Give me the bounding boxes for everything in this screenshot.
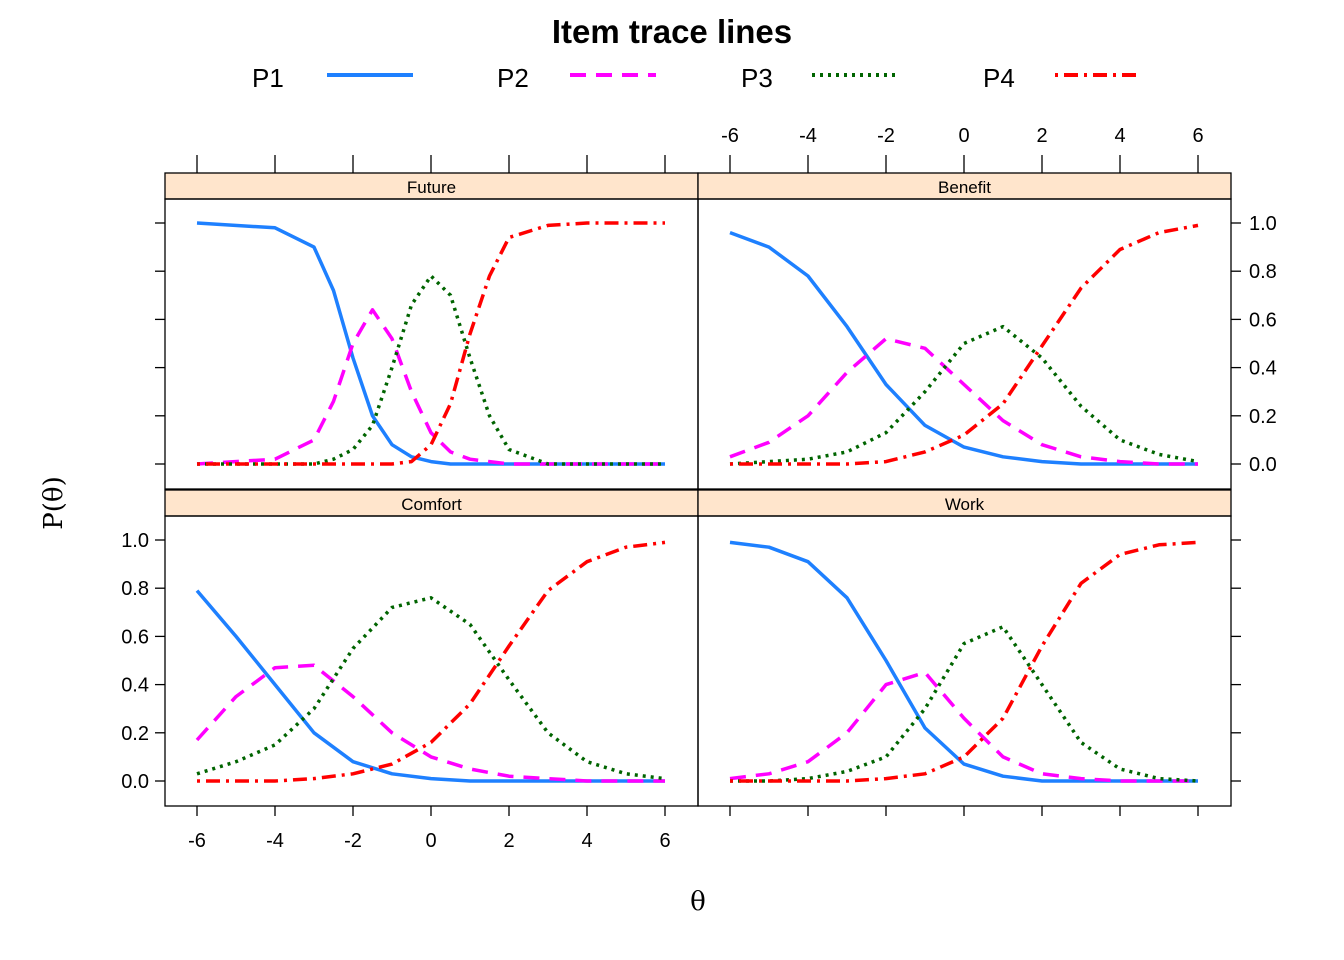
series-line-p4	[197, 540, 666, 783]
y-tick-label: 0.8	[1249, 261, 1277, 283]
panel-strip-label: Comfort	[401, 495, 462, 514]
x-tick-label: -2	[877, 125, 895, 147]
series-line-p3	[196, 596, 666, 781]
series-line-p1	[195, 589, 665, 783]
x-tick-label: 0	[958, 125, 969, 147]
x-tick-label: -4	[799, 125, 817, 147]
chart-title: Item trace lines	[552, 13, 792, 50]
series-line-p3	[197, 274, 665, 466]
y-tick-label: 0.4	[121, 675, 149, 697]
x-tick-label: 0	[425, 830, 436, 852]
series-line-p2	[196, 308, 665, 466]
series-line-p2	[729, 670, 1198, 783]
panel-strip	[697, 172, 1232, 200]
panel-plot-frame	[697, 198, 1232, 490]
series-line-p3	[729, 324, 1199, 466]
series-line-p4	[197, 221, 665, 466]
y-tick-label: 1.0	[121, 530, 149, 552]
series-line-p4	[730, 540, 1199, 783]
series-line-p1	[196, 221, 665, 466]
series-line-p4	[730, 223, 1199, 466]
y-axis-title: P(θ)	[39, 476, 69, 529]
x-tick-label: 2	[503, 830, 514, 852]
panel-benefit: Benefit	[697, 172, 1232, 490]
panel-comfort: Comfort	[164, 489, 699, 807]
legend-label-p4: P4	[983, 63, 1015, 93]
axes: -6 -4 -2 0 2 4 6 -6 -4 -2 0 2 4 6 0.0 0.2 0.4 0.6 0.8 1.0 0.…	[121, 125, 1277, 852]
x-tick-label: 6	[659, 830, 670, 852]
panel-work: Work	[697, 489, 1232, 807]
x-axis-title: θ	[690, 887, 706, 917]
series-line-p1	[729, 230, 1198, 466]
x-tick-label: -6	[188, 830, 206, 852]
y-tick-label: 0.6	[1249, 309, 1277, 331]
x-tick-label: -2	[344, 830, 362, 852]
panel-strip-label: Work	[945, 495, 985, 514]
panel-future: Future	[164, 172, 699, 490]
x-tick-label: -4	[266, 830, 284, 852]
y-tick-label: 0.0	[1249, 454, 1277, 476]
y-tick-label: 0.0	[121, 771, 149, 793]
y-tick-label: 1.0	[1249, 213, 1277, 235]
panels-area: Future Benefit Comfort Work	[164, 172, 1232, 807]
panel-strip-label: Benefit	[938, 178, 991, 197]
y-tick-label: 0.6	[121, 626, 149, 648]
series-line-p2	[195, 663, 665, 783]
panel-plot-frame	[164, 198, 699, 490]
y-tick-label: 0.2	[1249, 406, 1277, 428]
series-line-p2	[729, 336, 1198, 466]
legend-label-p2: P2	[497, 63, 529, 93]
x-tick-label: -6	[721, 125, 739, 147]
y-tick-label: 0.4	[1249, 358, 1277, 380]
x-tick-label: 4	[581, 830, 592, 852]
x-tick-label: 4	[1114, 125, 1125, 147]
series-line-p3	[730, 625, 1199, 783]
x-tick-label: 2	[1036, 125, 1047, 147]
panel-strip-label: Future	[407, 178, 456, 197]
series-line-p1	[729, 540, 1198, 783]
y-tick-label: 0.8	[121, 578, 149, 600]
legend: P1 P2 P3 P4	[252, 63, 1141, 93]
x-tick-label: 6	[1192, 125, 1203, 147]
y-tick-label: 0.2	[121, 723, 149, 745]
panel-plot-frame	[164, 515, 699, 807]
legend-label-p1: P1	[252, 63, 284, 93]
legend-label-p3: P3	[741, 63, 773, 93]
